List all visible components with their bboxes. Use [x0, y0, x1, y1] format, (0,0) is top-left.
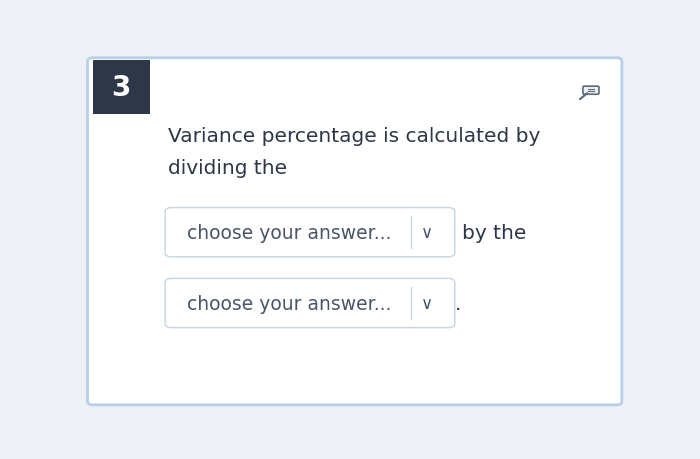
FancyBboxPatch shape	[165, 208, 455, 257]
FancyBboxPatch shape	[583, 87, 599, 95]
Text: 📌: 📌	[589, 81, 601, 100]
Text: choose your answer...: choose your answer...	[187, 223, 391, 242]
Text: Variance percentage is calculated by: Variance percentage is calculated by	[168, 127, 540, 146]
FancyBboxPatch shape	[165, 279, 455, 328]
Text: ∨: ∨	[421, 294, 433, 312]
Text: ∨: ∨	[421, 224, 433, 241]
Text: 3: 3	[111, 73, 131, 101]
Text: choose your answer...: choose your answer...	[187, 294, 391, 313]
FancyBboxPatch shape	[93, 61, 150, 115]
Text: by the: by the	[462, 223, 526, 242]
Text: .: .	[455, 294, 461, 313]
FancyBboxPatch shape	[88, 59, 622, 405]
Text: dividing the: dividing the	[168, 159, 287, 178]
